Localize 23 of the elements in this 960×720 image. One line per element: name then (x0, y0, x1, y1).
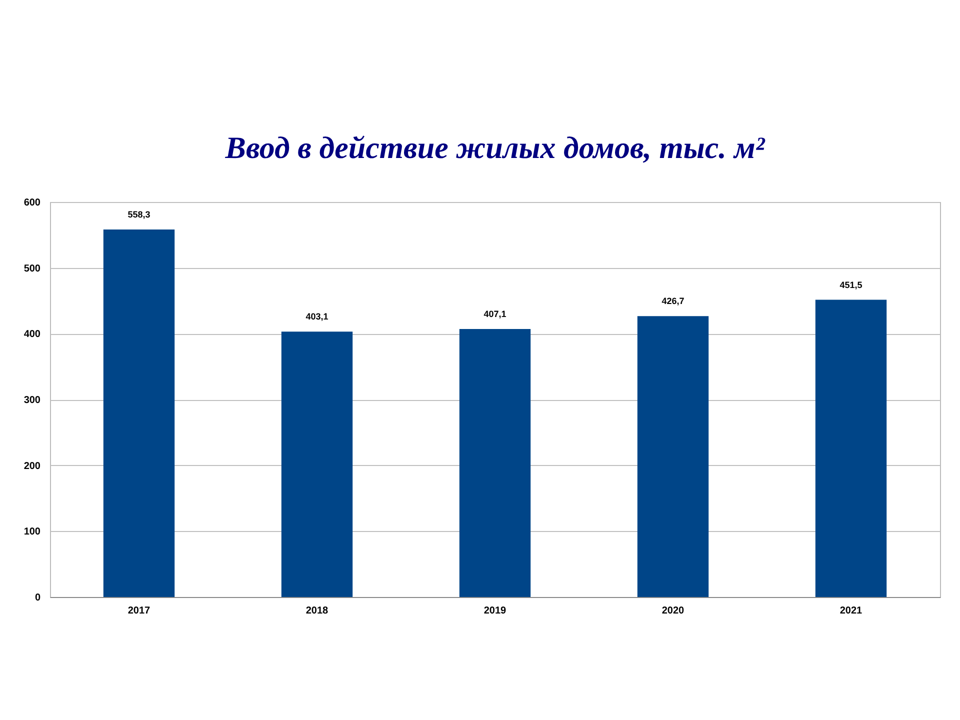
y-tick-label: 500 (24, 263, 41, 274)
bar (103, 229, 175, 597)
data-label: 558,3 (128, 209, 150, 220)
bar (459, 328, 531, 597)
x-tick-label: 2020 (662, 606, 685, 616)
y-tick-label: 300 (24, 395, 41, 406)
x-tick-label: 2017 (128, 606, 151, 616)
data-label: 407,1 (484, 308, 506, 319)
y-tick-label: 100 (24, 526, 41, 538)
data-label: 426,7 (662, 296, 684, 306)
y-tick-label: 200 (24, 460, 41, 472)
x-tick-label: 2018 (306, 606, 329, 616)
chart-title: Ввод в действие жилых домов, тыс. м² (224, 130, 766, 165)
x-tick-label: 2021 (840, 606, 863, 616)
y-tick-label: 400 (24, 329, 41, 340)
data-label: 451,5 (840, 280, 862, 290)
y-tick-label: 0 (34, 592, 41, 604)
y-tick-label: 600 (24, 198, 41, 208)
bar (815, 300, 887, 597)
bar (637, 316, 709, 597)
x-tick-label: 2019 (484, 606, 507, 616)
data-label: 403,1 (306, 312, 328, 322)
bar (281, 332, 353, 597)
